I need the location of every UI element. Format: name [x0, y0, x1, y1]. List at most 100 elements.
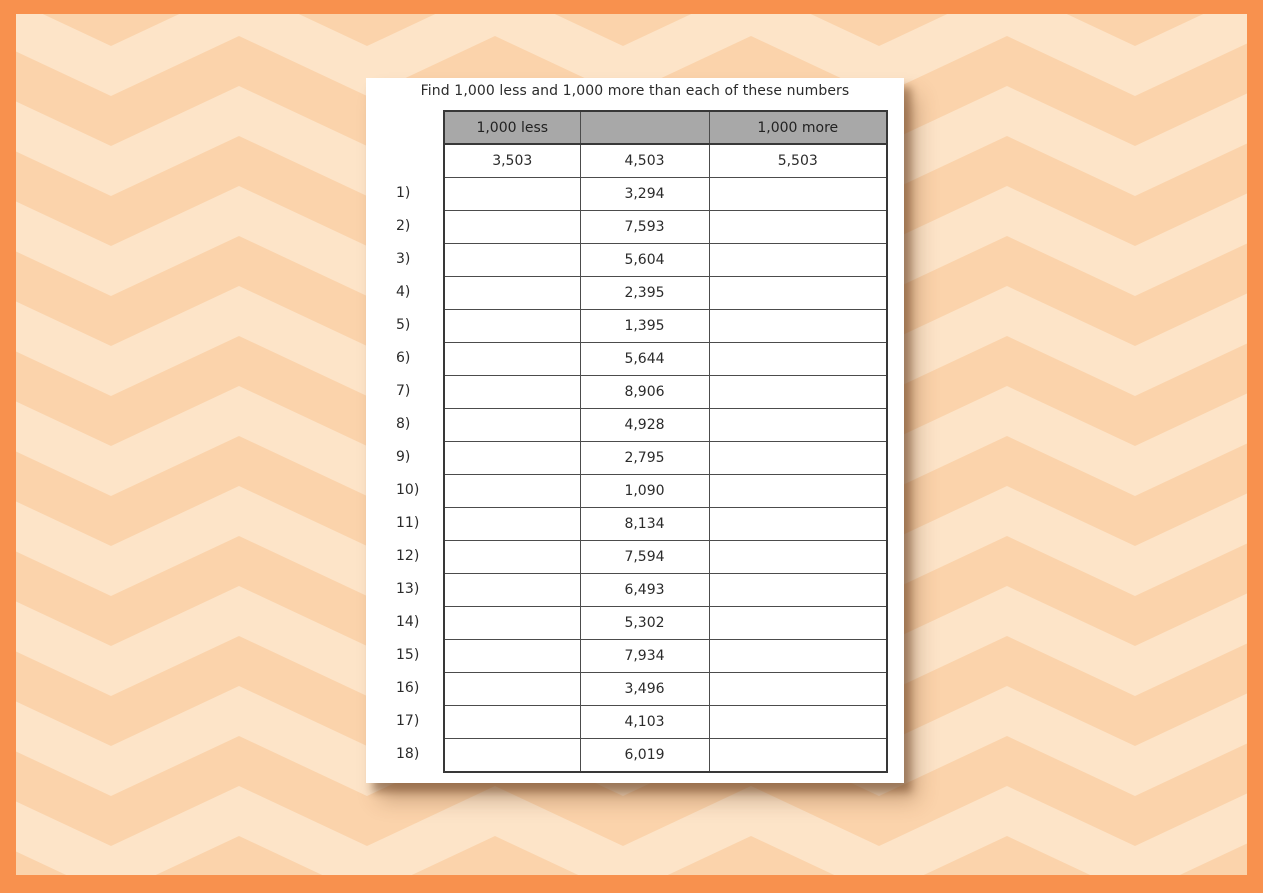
center-number-cell: 1,395 [579, 309, 710, 343]
center-number-cell: 5,302 [579, 606, 710, 640]
answer-cell-less [443, 408, 581, 442]
answer-cell-less [443, 243, 581, 277]
answer-cell-more [708, 540, 888, 574]
table-row: 2,395 [443, 276, 888, 310]
row-label-12: 12) [396, 548, 420, 564]
table-row: 3,294 [443, 177, 888, 211]
row-label-7: 7) [396, 383, 411, 399]
header-center [579, 110, 710, 145]
answer-cell-more [708, 408, 888, 442]
table-row: 8,134 [443, 507, 888, 541]
center-number-cell: 5,604 [579, 243, 710, 277]
table-row: 8,906 [443, 375, 888, 409]
answer-cell-less [443, 738, 581, 773]
answer-cell-more [708, 705, 888, 739]
worksheet-title: Find 1,000 less and 1,000 more than each… [420, 83, 850, 99]
answer-cell-more [708, 309, 888, 343]
center-number-cell: 7,934 [579, 639, 710, 673]
answer-cell-less [443, 639, 581, 673]
row-label-8: 8) [396, 416, 411, 432]
answer-cell-less [443, 507, 581, 541]
row-label-11: 11) [396, 515, 420, 531]
example-more-cell: 5,503 [708, 143, 888, 178]
table-row: 7,594 [443, 540, 888, 574]
center-number-cell: 2,395 [579, 276, 710, 310]
answer-cell-more [708, 210, 888, 244]
answer-cell-more [708, 639, 888, 673]
answer-cell-less [443, 210, 581, 244]
table-row: 6,493 [443, 573, 888, 607]
answer-cell-more [708, 606, 888, 640]
label-spacer [396, 110, 443, 177]
worksheet-content: 1) 2) 3) 4) 5) 6) 7) 8) 9) 10) 11) 12) 1… [396, 110, 888, 773]
row-label-5: 5) [396, 317, 411, 333]
center-number-cell: 5,644 [579, 342, 710, 376]
table-row: 5,644 [443, 342, 888, 376]
worksheet-table: 1,000 less 1,000 more 3,503 4,503 5,503 … [443, 110, 888, 773]
answer-cell-less [443, 573, 581, 607]
table-row: 1,090 [443, 474, 888, 508]
table-row: 1,395 [443, 309, 888, 343]
center-number-cell: 6,493 [579, 573, 710, 607]
center-number-cell: 8,906 [579, 375, 710, 409]
answer-cell-less [443, 540, 581, 574]
example-center-cell: 4,503 [579, 143, 710, 178]
row-label-10: 10) [396, 482, 420, 498]
answer-cell-less [443, 672, 581, 706]
answer-cell-less [443, 441, 581, 475]
row-label-9: 9) [396, 449, 411, 465]
answer-cell-more [708, 507, 888, 541]
row-label-2: 2) [396, 218, 411, 234]
table-row: 5,302 [443, 606, 888, 640]
table-row: 4,103 [443, 705, 888, 739]
center-number-cell: 8,134 [579, 507, 710, 541]
row-label-14: 14) [396, 614, 420, 630]
center-number-cell: 4,928 [579, 408, 710, 442]
row-label-1: 1) [396, 185, 411, 201]
answer-cell-more [708, 243, 888, 277]
table-row: 4,928 [443, 408, 888, 442]
row-label-13: 13) [396, 581, 420, 597]
header-more: 1,000 more [708, 110, 888, 145]
answer-cell-less [443, 606, 581, 640]
center-number-cell: 6,019 [579, 738, 710, 773]
center-number-cell: 3,294 [579, 177, 710, 211]
answer-cell-less [443, 309, 581, 343]
center-number-cell: 2,795 [579, 441, 710, 475]
answer-cell-less [443, 705, 581, 739]
row-label-6: 6) [396, 350, 411, 366]
answer-cell-more [708, 177, 888, 211]
table-row: 2,795 [443, 441, 888, 475]
center-number-cell: 4,103 [579, 705, 710, 739]
center-number-cell: 3,496 [579, 672, 710, 706]
table-row: 7,593 [443, 210, 888, 244]
worksheet-paper: Find 1,000 less and 1,000 more than each… [366, 78, 904, 783]
answer-cell-less [443, 177, 581, 211]
answer-cell-more [708, 573, 888, 607]
row-label-column: 1) 2) 3) 4) 5) 6) 7) 8) 9) 10) 11) 12) 1… [396, 110, 443, 771]
answer-cell-less [443, 276, 581, 310]
answer-cell-more [708, 474, 888, 508]
example-less-cell: 3,503 [443, 143, 581, 178]
table-row: 5,604 [443, 243, 888, 277]
row-label-18: 18) [396, 746, 420, 762]
answer-cell-more [708, 738, 888, 773]
answer-cell-more [708, 672, 888, 706]
answer-cell-less [443, 342, 581, 376]
header-less: 1,000 less [443, 110, 581, 145]
answer-cell-more [708, 276, 888, 310]
answer-cell-more [708, 441, 888, 475]
row-label-17: 17) [396, 713, 420, 729]
row-label-4: 4) [396, 284, 411, 300]
row-label-16: 16) [396, 680, 420, 696]
answer-cell-more [708, 375, 888, 409]
row-label-3: 3) [396, 251, 411, 267]
row-label-15: 15) [396, 647, 420, 663]
table-row: 7,934 [443, 639, 888, 673]
header-row: 1,000 less 1,000 more [443, 110, 888, 145]
answer-cell-less [443, 375, 581, 409]
table-row: 6,019 [443, 738, 888, 773]
center-number-cell: 1,090 [579, 474, 710, 508]
center-number-cell: 7,594 [579, 540, 710, 574]
